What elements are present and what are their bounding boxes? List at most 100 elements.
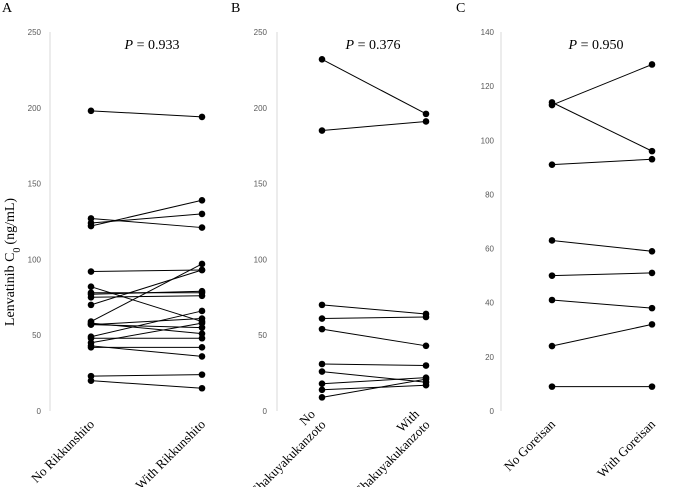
data-point-after <box>648 155 656 163</box>
y-tick-label: 200 <box>28 104 42 113</box>
data-point-after <box>198 260 206 268</box>
y-tick-label: 100 <box>28 255 42 264</box>
pair-line <box>90 318 203 326</box>
y-tick-label: 0 <box>37 407 42 416</box>
pair-line <box>321 120 427 132</box>
data-point-before <box>87 222 95 230</box>
pair-line <box>551 323 653 347</box>
data-point-before <box>318 386 326 394</box>
data-point-after <box>422 375 430 383</box>
pair-line <box>551 239 653 252</box>
data-point-before <box>548 296 556 304</box>
y-tick-label: 150 <box>254 180 268 189</box>
category-label: With Goreisan <box>594 416 658 480</box>
data-point-after <box>198 266 206 274</box>
data-point-after <box>198 353 206 360</box>
pair-line <box>551 299 653 309</box>
data-point-after <box>648 383 656 390</box>
pair-line <box>551 272 653 277</box>
data-point-before <box>87 107 95 115</box>
data-point-before <box>318 315 326 322</box>
data-point-before <box>548 237 556 244</box>
data-point-after <box>198 287 206 295</box>
pair-line <box>551 64 653 106</box>
pair-line <box>321 328 427 347</box>
data-point-after <box>422 110 430 118</box>
data-point-before <box>318 360 326 368</box>
pair-line <box>321 378 427 398</box>
pair-line <box>321 58 427 115</box>
data-point-after <box>648 304 656 312</box>
pair-line <box>90 295 203 298</box>
pair-line <box>90 269 203 273</box>
pair-line <box>551 101 653 152</box>
data-point-before <box>87 334 95 342</box>
p-value-label: P = 0.376 <box>345 38 401 53</box>
data-point-before <box>87 215 95 222</box>
panel-letter: C <box>456 1 465 16</box>
data-point-after <box>198 319 206 327</box>
data-point-before <box>548 161 556 168</box>
category-label: With Rikkunshito <box>132 417 208 487</box>
pair-line <box>90 324 203 329</box>
data-point-after <box>648 61 656 68</box>
pair-line <box>90 322 203 344</box>
data-point-after <box>422 342 430 350</box>
p-value-label: P = 0.933 <box>124 38 180 53</box>
data-point-after <box>198 292 206 300</box>
pair-line <box>321 316 427 320</box>
data-point-after <box>422 362 430 369</box>
pair-line <box>90 263 203 322</box>
data-point-before <box>87 268 95 275</box>
category-label: WithShakuyakukanzoto <box>341 406 432 487</box>
y-tick-label: 20 <box>485 353 494 362</box>
data-point-after <box>198 344 206 351</box>
data-point-after <box>198 307 206 315</box>
y-tick-label: 200 <box>254 104 268 113</box>
data-point-before <box>318 394 326 401</box>
data-point-after <box>198 210 206 218</box>
pair-line <box>90 213 203 224</box>
data-point-before <box>318 368 326 375</box>
data-point-before <box>548 383 556 390</box>
pair-line <box>321 363 427 367</box>
data-point-after <box>198 196 206 204</box>
pair-line <box>90 374 203 377</box>
data-point-before <box>548 342 556 350</box>
category-label: NoShakuyakukanzoto <box>237 406 328 487</box>
p-value-label: P = 0.950 <box>568 38 624 53</box>
pair-line <box>90 199 203 227</box>
y-axis-title: Lenvatinib C0(ng/mL) <box>3 198 23 326</box>
y-tick-label: 0 <box>263 407 268 416</box>
data-point-after <box>648 147 656 155</box>
data-point-after <box>648 321 656 328</box>
data-point-after <box>198 324 206 331</box>
pair-line <box>90 217 203 229</box>
data-point-before <box>318 301 326 309</box>
pair-line <box>321 384 427 391</box>
data-point-before <box>548 272 556 279</box>
data-point-after <box>422 118 430 125</box>
y-axis-title-unit: (ng/mL) <box>3 198 18 245</box>
data-point-before <box>87 321 95 328</box>
data-point-after <box>422 381 430 389</box>
data-point-before <box>87 372 95 380</box>
panel-a: A 0 50 100 150 200 250 P = 0.933 No Rikkunshito W… <box>2 1 208 487</box>
y-tick-label: 60 <box>485 245 494 254</box>
panel-letter: B <box>231 1 240 16</box>
panel-letter: A <box>2 1 13 16</box>
data-point-after <box>648 247 656 255</box>
data-point-before <box>87 377 95 384</box>
pair-line <box>90 269 203 306</box>
y-tick-label: 120 <box>481 82 495 91</box>
pair-line <box>321 377 427 385</box>
pair-line <box>321 304 427 315</box>
y-tick-label: 100 <box>254 255 268 264</box>
panel-b: B 0 50 100 150 200 250 P = 0.376 NoShakuyakukanz… <box>231 1 433 487</box>
data-point-after <box>198 334 206 342</box>
y-tick-label: 50 <box>32 331 41 340</box>
pair-line <box>321 371 427 383</box>
pair-line <box>90 310 203 338</box>
